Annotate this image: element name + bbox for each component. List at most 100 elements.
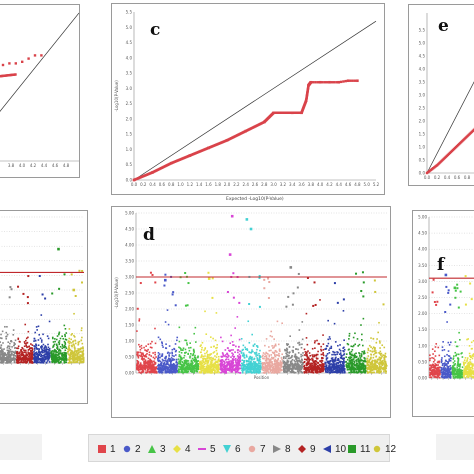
snp-point: [333, 363, 335, 365]
snp-point: [180, 357, 183, 359]
x-tick-label: 3.6: [298, 182, 305, 187]
snp-point: [166, 362, 168, 364]
snp-point: [193, 358, 195, 361]
snp-point: [40, 361, 42, 364]
snp-point: [7, 360, 9, 363]
snp-point: [356, 360, 358, 363]
snp-point: [323, 363, 325, 365]
snp-point: [230, 349, 233, 351]
snp-point: [76, 355, 79, 358]
snp-point: [225, 366, 228, 368]
snp-point: [13, 351, 15, 354]
snp-point: [183, 357, 185, 359]
snp-point: [231, 352, 233, 354]
snp-point: [47, 348, 50, 351]
snp-point: [295, 365, 298, 368]
snp-point: [216, 353, 218, 356]
snp-point: [146, 362, 149, 365]
snp-point: [161, 344, 164, 347]
snp-point: [275, 372, 278, 374]
snp-point: [186, 343, 189, 346]
snp-point: [186, 359, 188, 362]
snp-point: [190, 360, 193, 363]
snp-point: [224, 362, 226, 364]
snp-point: [149, 371, 151, 374]
snp-point: [259, 360, 262, 363]
snp-point: [339, 365, 341, 368]
snp-point: [215, 347, 217, 349]
snp-point: [180, 351, 183, 354]
snp-point: [209, 370, 211, 372]
snp-point: [311, 347, 314, 350]
snp-point: [153, 371, 156, 373]
snp-point: [235, 345, 237, 348]
snp-point: [254, 353, 257, 355]
snp-point: [235, 370, 237, 373]
snp-point: [209, 372, 212, 374]
snp-point: [231, 370, 234, 373]
snp-point: [258, 366, 260, 369]
snp-point: [332, 365, 335, 368]
snp-point: [61, 343, 64, 346]
snp-point: [260, 367, 262, 369]
snp-point: [282, 365, 285, 368]
snp-point: [154, 351, 156, 354]
snp-point: [278, 349, 281, 352]
snp-point: [306, 363, 309, 366]
snp-point: [35, 346, 38, 349]
snp-point: [18, 356, 21, 358]
snp-point: [238, 361, 241, 363]
snp-point: [326, 361, 328, 364]
snp-point: [254, 367, 257, 370]
snp-point: [293, 355, 296, 358]
x-tick-label: 4.4: [41, 163, 48, 168]
snp-point: [26, 354, 29, 357]
snp-point: [312, 355, 314, 358]
snp-point: [286, 347, 288, 350]
snp-point: [329, 362, 331, 365]
snp-point: [172, 359, 175, 361]
snp-point: [244, 348, 247, 351]
snp-point: [207, 362, 210, 364]
snp-point: [202, 369, 205, 372]
snp-point: [178, 362, 180, 364]
snp-point: [349, 353, 351, 355]
snp-point: [181, 370, 184, 373]
snp-point: [290, 360, 293, 362]
snp-point: [326, 366, 329, 369]
snp-point: [250, 370, 252, 373]
snp-point: [141, 371, 144, 374]
x-tick-label: 1.4: [196, 182, 203, 187]
snp-point: [72, 352, 75, 355]
snp-point: [48, 356, 51, 358]
snp-point: [337, 371, 340, 374]
snp-point: [137, 362, 140, 365]
panel-d: 0.00 0.50 1.00 1.50 2.00 2.50 3.00 3.50 4.00 4.50…: [108, 203, 391, 425]
snp-point: [263, 357, 265, 360]
snp-point: [288, 367, 291, 369]
snp-point: [361, 363, 363, 365]
snp-point: [268, 281, 271, 284]
snp-point: [154, 361, 156, 364]
snp-point: [216, 360, 219, 363]
qq-point: [290, 111, 294, 115]
snp-point: [249, 351, 251, 354]
snp-point: [230, 363, 233, 366]
snp-point: [287, 354, 289, 357]
snp-point: [68, 349, 70, 351]
snp-point: [332, 367, 335, 370]
snp-point: [269, 358, 271, 361]
snp-point: [319, 370, 321, 373]
snp-point: [161, 342, 164, 345]
snp-point: [257, 360, 260, 362]
snp-point: [145, 372, 148, 374]
snp-point: [17, 356, 20, 359]
snp-point: [69, 351, 72, 354]
snp-point: [64, 343, 67, 345]
snp-point: [339, 356, 342, 359]
snp-point: [214, 371, 216, 374]
snp-point: [263, 371, 266, 374]
snp-point: [328, 349, 330, 351]
snp-point: [51, 356, 53, 358]
snp-point: [244, 368, 247, 370]
